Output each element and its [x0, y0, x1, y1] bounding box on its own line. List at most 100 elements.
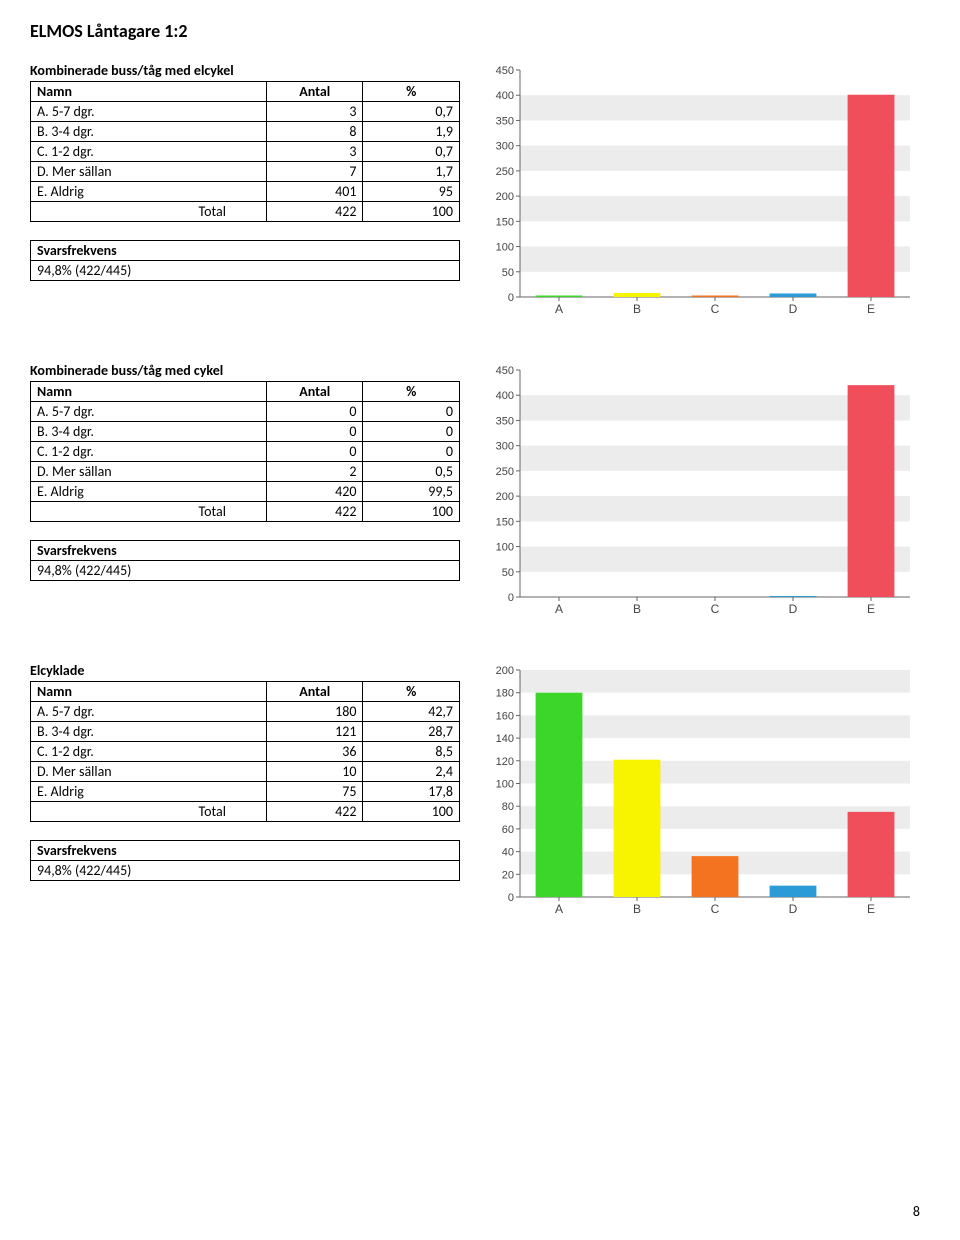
row-antal: 0 — [266, 442, 363, 462]
svg-text:150: 150 — [496, 216, 514, 228]
svg-text:50: 50 — [502, 567, 514, 579]
row-name: E. Aldrig — [31, 182, 267, 202]
table-row: B. 3-4 dgr.81,9 — [31, 122, 460, 142]
bar — [770, 886, 817, 897]
column-header: % — [363, 382, 460, 402]
svg-text:0: 0 — [508, 592, 514, 604]
row-antal: 180 — [266, 702, 363, 722]
svg-text:0: 0 — [508, 892, 514, 904]
svg-text:E: E — [867, 902, 875, 916]
bar — [692, 295, 739, 297]
column-header: % — [363, 82, 460, 102]
svg-text:100: 100 — [496, 779, 514, 791]
svarsfrekvens-box: Svarsfrekvens94,8% (422/445) — [30, 840, 460, 881]
svarsfrekvens-box: Svarsfrekvens94,8% (422/445) — [30, 540, 460, 581]
row-pct: 2,4 — [363, 762, 460, 782]
row-antal: 121 — [266, 722, 363, 742]
section-title: Elcyklade — [30, 662, 460, 679]
bar — [848, 385, 895, 597]
bar — [848, 95, 895, 297]
row-name: A. 5-7 dgr. — [31, 102, 267, 122]
row-antal: 0 — [266, 402, 363, 422]
row-antal: 36 — [266, 742, 363, 762]
table-row: A. 5-7 dgr.30,7 — [31, 102, 460, 122]
row-pct: 1,9 — [363, 122, 460, 142]
row-name: B. 3-4 dgr. — [31, 722, 267, 742]
table-row: D. Mer sällan20,5 — [31, 462, 460, 482]
total-label: Total — [31, 502, 267, 522]
row-pct: 0,7 — [363, 142, 460, 162]
row-name: C. 1-2 dgr. — [31, 742, 267, 762]
svg-text:C: C — [711, 602, 720, 616]
row-antal: 75 — [266, 782, 363, 802]
table-row: D. Mer sällan71,7 — [31, 162, 460, 182]
total-row: Total422100 — [31, 502, 460, 522]
column-header: Antal — [266, 682, 363, 702]
row-name: A. 5-7 dgr. — [31, 702, 267, 722]
svg-text:40: 40 — [502, 847, 514, 859]
row-antal: 8 — [266, 122, 363, 142]
svg-text:250: 250 — [496, 466, 514, 478]
svars-label: Svarsfrekvens — [30, 240, 460, 261]
svg-text:100: 100 — [496, 542, 514, 554]
svars-label: Svarsfrekvens — [30, 540, 460, 561]
table-row: E. Aldrig40195 — [31, 182, 460, 202]
table-row: A. 5-7 dgr.00 — [31, 402, 460, 422]
svg-text:100: 100 — [496, 242, 514, 254]
column-header: Namn — [31, 82, 267, 102]
svg-text:D: D — [789, 602, 798, 616]
row-name: A. 5-7 dgr. — [31, 402, 267, 422]
table-row: C. 1-2 dgr.00 — [31, 442, 460, 462]
total-pct: 100 — [363, 502, 460, 522]
row-pct: 99,5 — [363, 482, 460, 502]
svg-text:B: B — [633, 602, 641, 616]
total-row: Total422100 — [31, 202, 460, 222]
svg-text:A: A — [555, 902, 563, 916]
row-antal: 3 — [266, 142, 363, 162]
svg-text:200: 200 — [496, 491, 514, 503]
svg-text:450: 450 — [496, 65, 514, 77]
bar-chart: 020406080100120140160180200ABCDE — [480, 662, 920, 922]
bar — [692, 856, 739, 897]
column-header: Antal — [266, 82, 363, 102]
row-pct: 0 — [363, 442, 460, 462]
content-block: Kombinerade buss/tåg med cykelNamnAntal%… — [30, 362, 930, 622]
svars-value: 94,8% (422/445) — [30, 261, 460, 281]
total-label: Total — [31, 802, 267, 822]
content-block: Kombinerade buss/tåg med elcykelNamnAnta… — [30, 62, 930, 322]
table-row: E. Aldrig7517,8 — [31, 782, 460, 802]
row-pct: 28,7 — [363, 722, 460, 742]
total-pct: 100 — [363, 802, 460, 822]
bar-chart: 050100150200250300350400450ABCDE — [480, 62, 920, 322]
svg-text:20: 20 — [502, 869, 514, 881]
table-row: C. 1-2 dgr.30,7 — [31, 142, 460, 162]
svg-text:60: 60 — [502, 824, 514, 836]
row-pct: 42,7 — [363, 702, 460, 722]
bar — [536, 295, 583, 297]
svg-text:180: 180 — [496, 688, 514, 700]
row-pct: 95 — [363, 182, 460, 202]
table-row: A. 5-7 dgr.18042,7 — [31, 702, 460, 722]
svg-text:200: 200 — [496, 665, 514, 677]
total-antal: 422 — [266, 802, 363, 822]
svg-text:350: 350 — [496, 115, 514, 127]
total-antal: 422 — [266, 502, 363, 522]
row-name: B. 3-4 dgr. — [31, 422, 267, 442]
row-name: E. Aldrig — [31, 782, 267, 802]
row-pct: 0 — [363, 402, 460, 422]
svg-text:D: D — [789, 302, 798, 316]
row-name: D. Mer sällan — [31, 162, 267, 182]
svg-text:200: 200 — [496, 191, 514, 203]
svg-text:300: 300 — [496, 141, 514, 153]
svars-value: 94,8% (422/445) — [30, 561, 460, 581]
data-table: NamnAntal%A. 5-7 dgr.18042,7B. 3-4 dgr.1… — [30, 681, 460, 822]
svg-text:140: 140 — [496, 733, 514, 745]
total-pct: 100 — [363, 202, 460, 222]
row-pct: 8,5 — [363, 742, 460, 762]
row-pct: 0 — [363, 422, 460, 442]
page-title: ELMOS Låntagare 1:2 — [30, 20, 930, 42]
data-table: NamnAntal%A. 5-7 dgr.00B. 3-4 dgr.00C. 1… — [30, 381, 460, 522]
svars-value: 94,8% (422/445) — [30, 861, 460, 881]
table-row: E. Aldrig42099,5 — [31, 482, 460, 502]
svg-text:80: 80 — [502, 801, 514, 813]
